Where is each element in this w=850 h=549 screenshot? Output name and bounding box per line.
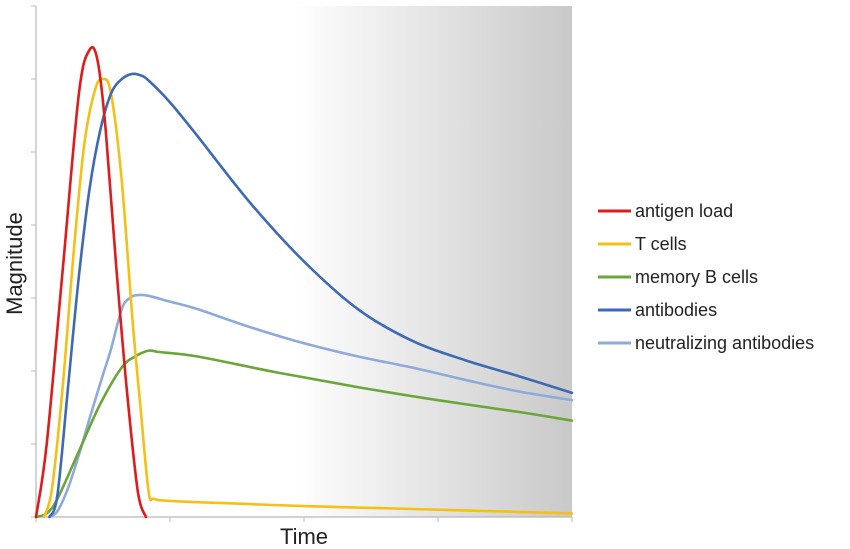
x-axis-label: Time (280, 524, 328, 549)
series-line-antibodies (48, 72, 574, 519)
legend: antigen load T cells memory B cells antibod… (598, 201, 814, 353)
legend-label-t-cells: T cells (635, 234, 687, 254)
legend-label-memory-b-cells: memory B cells (635, 267, 758, 287)
series-lines (34, 46, 574, 519)
series-line-t-cells (42, 77, 574, 519)
series-line-antigen-load (34, 46, 148, 519)
axes (31, 5, 573, 522)
series-line-memory-b-cells (34, 349, 574, 519)
legend-label-antigen-load: antigen load (635, 201, 733, 221)
y-axis-label: Magnitude (2, 212, 27, 315)
legend-label-neutralizing-antibodies: neutralizing antibodies (635, 333, 814, 353)
axis-ticks (31, 5, 573, 522)
legend-label-antibodies: antibodies (635, 300, 717, 320)
